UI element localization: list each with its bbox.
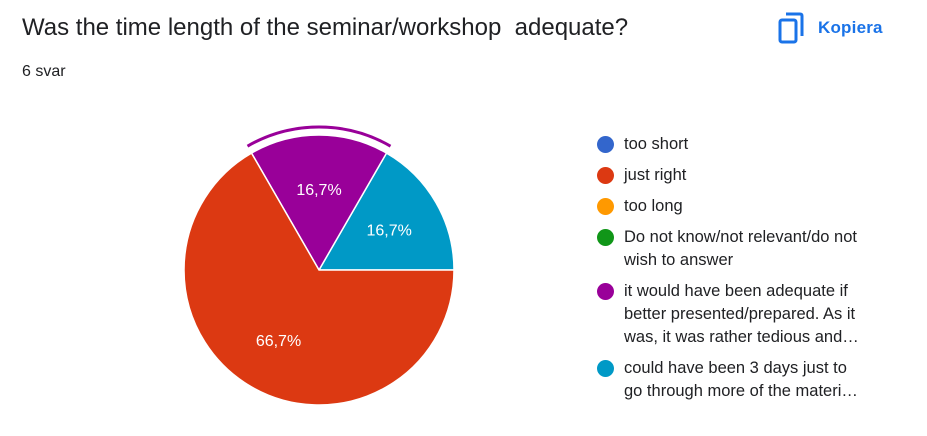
legend-color-swatch (597, 167, 614, 184)
legend-item[interactable]: Do not know/not relevant/do not wish to a… (597, 226, 897, 272)
legend-label-line: too short (624, 135, 689, 153)
response-count: 6 svar (22, 63, 66, 80)
legend-label-line: just right (624, 166, 687, 184)
legend-item[interactable]: just right (597, 164, 897, 187)
pie-slice[interactable] (183, 152, 455, 406)
legend-color-swatch (597, 229, 614, 246)
legend-item[interactable]: too short (597, 133, 897, 156)
legend-item[interactable]: too long (597, 195, 897, 218)
legend-color-swatch (597, 360, 614, 377)
slice-highlight-arc (246, 125, 392, 148)
legend-label-line: better presented/prepared. As it (624, 305, 856, 323)
legend-color-swatch (597, 198, 614, 215)
slice-percent-label: 16,7% (366, 223, 411, 240)
copy-button[interactable]: Kopiera (778, 10, 883, 46)
legend-item[interactable]: could have been 3 days just to go through… (597, 357, 897, 403)
legend-item[interactable]: it would have been adequate if better pre… (597, 280, 897, 349)
legend-color-swatch (597, 136, 614, 153)
legend-label-line: wish to answer (624, 251, 734, 269)
legend-label-line: could have been 3 days just to (624, 359, 847, 377)
legend-label-line: too long (624, 197, 683, 215)
pie-slice[interactable] (250, 134, 388, 272)
copy-icon (778, 12, 804, 44)
pie-slice[interactable] (317, 152, 455, 271)
slice-percent-label: 66,7% (256, 333, 301, 350)
legend-label-line: was, it was rather tedious and… (624, 328, 859, 346)
legend-color-swatch (597, 283, 614, 300)
legend-label-line: go through more of the materi… (624, 382, 858, 400)
slice-percent-label: 16,7% (296, 182, 341, 199)
copy-button-label: Kopiera (818, 18, 883, 37)
chart-legend: too short just right too long Do not know/n… (597, 133, 897, 411)
question-title: Was the time length of the seminar/works… (22, 14, 629, 41)
legend-label-line: Do not know/not relevant/do not (624, 228, 857, 246)
legend-label-line: it would have been adequate if (624, 282, 848, 300)
